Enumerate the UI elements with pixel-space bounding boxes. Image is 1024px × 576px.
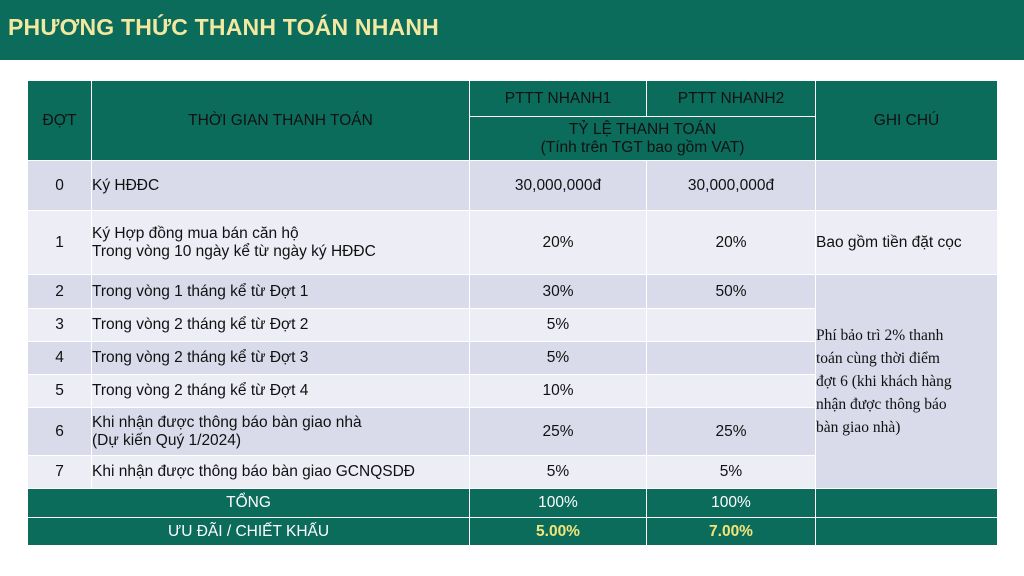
table-row: 3 Trong vòng 2 tháng kể từ Đợt 2 5% bbox=[27, 308, 998, 342]
row-plan1-value: 25% bbox=[469, 407, 647, 456]
row-plan2-value bbox=[646, 374, 816, 408]
total-plan1: 100% bbox=[469, 488, 647, 518]
discount-plan2: 7.00% bbox=[646, 517, 816, 546]
row-plan2-value bbox=[646, 308, 816, 342]
table-row: 1 Ký Hợp đồng mua bán căn hộ Trong vòng … bbox=[27, 210, 998, 275]
header-plan1: PTTT NHANH1 bbox=[469, 80, 647, 117]
note-maintenance-fee: Phí bảo trì 2% thanh toán cùng thời điểm… bbox=[815, 274, 998, 489]
row-desc: Trong vòng 2 tháng kể từ Đợt 3 bbox=[91, 341, 470, 375]
table-row: 4 Trong vòng 2 tháng kể từ Đợt 3 5% bbox=[27, 341, 998, 375]
row-dot: 2 bbox=[27, 274, 92, 309]
header-dot: ĐỢT bbox=[27, 80, 92, 161]
row-plan2-value: 25% bbox=[646, 407, 816, 456]
row-plan1-value: 5% bbox=[469, 341, 647, 375]
row-plan1-value: 30% bbox=[469, 274, 647, 309]
row-desc: Trong vòng 1 tháng kể từ Đợt 1 bbox=[91, 274, 470, 309]
note-line: nhận được thông báo bbox=[816, 396, 947, 413]
row-desc-line: Khi nhận được thông báo bàn giao nhà bbox=[92, 413, 362, 431]
header-row-1: ĐỢT THỜI GIAN THANH TOÁN PTTT NHANH1 PTT… bbox=[27, 80, 998, 161]
note-line: Phí bảo trì 2% thanh bbox=[816, 327, 944, 344]
page-title: PHƯƠNG THỨC THANH TOÁN NHANH bbox=[8, 14, 439, 40]
row-desc-line: Ký Hợp đồng mua bán căn hộ bbox=[92, 224, 299, 242]
row-dot: 7 bbox=[27, 455, 92, 489]
note-deposit: Bao gồm tiền đặt cọc bbox=[815, 210, 998, 275]
header-rate: TỶ LỆ THANH TOÁN (Tính trên TGT bao gồm … bbox=[469, 116, 816, 161]
row-desc: Ký HĐĐC bbox=[91, 160, 470, 211]
row-desc-line: Trong vòng 2 tháng kể từ Đợt 3 bbox=[92, 349, 309, 366]
total-row: TỔNG 100% 100% bbox=[27, 488, 998, 518]
row-dot: 3 bbox=[27, 308, 92, 342]
row-dot: 5 bbox=[27, 374, 92, 408]
row-plan1-value: 5% bbox=[469, 308, 647, 342]
discount-label: ƯU ĐÃI / CHIẾT KHẤU bbox=[27, 517, 470, 546]
row-plan2-value: 20% bbox=[646, 210, 816, 275]
table-row: 2 Trong vòng 1 tháng kể từ Đợt 1 30% 50%… bbox=[27, 274, 998, 489]
row-desc-line: Khi nhận được thông báo bàn giao GCNQSDĐ bbox=[92, 463, 415, 480]
row-plan2-value bbox=[646, 341, 816, 375]
row-dot: 1 bbox=[27, 210, 92, 275]
row-desc-line: Trong vòng 10 ngày kể từ ngày ký HĐĐC bbox=[92, 242, 376, 260]
total-plan2: 100% bbox=[646, 488, 816, 518]
row-desc-line: Ký HĐĐC bbox=[92, 176, 160, 194]
row-note-empty bbox=[815, 160, 998, 211]
row-desc-line: Trong vòng 2 tháng kể từ Đợt 4 bbox=[92, 382, 309, 399]
row-desc: Trong vòng 2 tháng kể từ Đợt 2 bbox=[91, 308, 470, 342]
row-plan1-value: 10% bbox=[469, 374, 647, 408]
row-desc: Khi nhận được thông báo bàn giao GCNQSDĐ bbox=[91, 455, 470, 489]
discount-plan1: 5.00% bbox=[469, 517, 647, 546]
row-plan2-value: 5% bbox=[646, 455, 816, 489]
row-desc: Ký Hợp đồng mua bán căn hộ Trong vòng 10… bbox=[91, 210, 470, 275]
header-note: GHI CHÚ bbox=[815, 80, 998, 161]
row-desc-line: (Dự kiến Quý 1/2024) bbox=[92, 431, 242, 449]
note-line: toán cùng thời điểm bbox=[816, 350, 940, 367]
row-dot: 6 bbox=[27, 407, 92, 456]
row-desc-line: Trong vòng 2 tháng kể từ Đợt 2 bbox=[92, 316, 309, 333]
row-dot: 4 bbox=[27, 341, 92, 375]
table-row: 5 Trong vòng 2 tháng kể từ Đợt 4 10% bbox=[27, 374, 998, 408]
total-note-empty bbox=[815, 488, 998, 518]
title-bar: PHƯƠNG THỨC THANH TOÁN NHANH bbox=[0, 0, 1024, 60]
total-label: TỔNG bbox=[27, 488, 470, 518]
row-plan1-value: 5% bbox=[469, 455, 647, 489]
header-plan2: PTTT NHANH2 bbox=[646, 80, 816, 117]
note-line: bàn giao nhà) bbox=[816, 419, 901, 436]
header-row-2: TỶ LỆ THANH TOÁN (Tính trên TGT bao gồm … bbox=[28, 116, 998, 161]
row-plan2-value: 50% bbox=[646, 274, 816, 309]
row-desc: Khi nhận được thông báo bàn giao nhà (Dự… bbox=[91, 407, 470, 456]
table-row: 0 Ký HĐĐC 30,000,000đ 30,000,000đ bbox=[27, 160, 998, 211]
row-desc-line: Trong vòng 1 tháng kể từ Đợt 1 bbox=[92, 282, 309, 300]
discount-row: ƯU ĐÃI / CHIẾT KHẤU 5.00% 7.00% bbox=[27, 517, 998, 546]
table-row: 7 Khi nhận được thông báo bàn giao GCNQS… bbox=[27, 455, 998, 489]
row-plan1-value: 30,000,000đ bbox=[469, 160, 647, 211]
note-line: đợt 6 (khi khách hàng bbox=[816, 373, 952, 390]
row-plan1-value: 20% bbox=[469, 210, 647, 275]
header-rate-title: TỶ LỆ THANH TOÁN bbox=[568, 120, 717, 138]
header-rate-subtitle: (Tính trên TGT bao gồm VAT) bbox=[540, 138, 745, 156]
payment-table: ĐỢT THỜI GIAN THANH TOÁN PTTT NHANH1 PTT… bbox=[27, 80, 998, 546]
discount-note-empty bbox=[815, 517, 998, 546]
row-dot: 0 bbox=[27, 160, 92, 211]
table-row: 6 Khi nhận được thông báo bàn giao nhà (… bbox=[27, 407, 998, 456]
row-desc: Trong vòng 2 tháng kể từ Đợt 4 bbox=[91, 374, 470, 408]
row-plan2-value: 30,000,000đ bbox=[646, 160, 816, 211]
header-time: THỜI GIAN THANH TOÁN bbox=[91, 80, 470, 161]
